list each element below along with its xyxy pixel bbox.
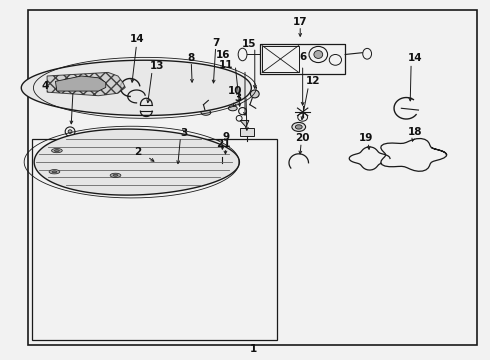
- Ellipse shape: [68, 130, 72, 134]
- Ellipse shape: [314, 50, 323, 58]
- Text: 18: 18: [408, 127, 422, 136]
- Text: 15: 15: [242, 39, 257, 49]
- Ellipse shape: [113, 175, 118, 176]
- Polygon shape: [34, 129, 240, 195]
- Ellipse shape: [51, 148, 62, 153]
- Text: 3: 3: [235, 93, 242, 103]
- Text: 5: 5: [72, 82, 78, 92]
- Ellipse shape: [201, 110, 211, 115]
- Text: 8: 8: [188, 53, 195, 63]
- Bar: [260, 44, 345, 74]
- Bar: [217, 151, 227, 157]
- Ellipse shape: [54, 150, 59, 152]
- Polygon shape: [55, 76, 106, 91]
- Text: 10: 10: [228, 86, 243, 96]
- Text: 4: 4: [42, 81, 49, 91]
- Text: 9: 9: [223, 132, 230, 142]
- Text: 6: 6: [299, 52, 306, 62]
- Text: 1: 1: [250, 344, 257, 354]
- Ellipse shape: [205, 87, 217, 100]
- Text: 16: 16: [216, 50, 230, 60]
- Ellipse shape: [110, 173, 121, 177]
- Ellipse shape: [219, 163, 225, 166]
- Text: 3: 3: [180, 129, 188, 138]
- Bar: [240, 129, 254, 135]
- Text: 13: 13: [150, 61, 164, 71]
- Polygon shape: [47, 72, 125, 96]
- Polygon shape: [21, 60, 251, 116]
- Ellipse shape: [52, 171, 57, 173]
- Ellipse shape: [166, 172, 172, 175]
- Ellipse shape: [228, 106, 237, 111]
- Text: 19: 19: [359, 133, 373, 143]
- Ellipse shape: [250, 90, 259, 98]
- Ellipse shape: [49, 170, 60, 174]
- Text: 17: 17: [293, 17, 308, 27]
- Text: 2: 2: [134, 147, 141, 157]
- Bar: [262, 45, 299, 72]
- Ellipse shape: [295, 125, 302, 129]
- Text: 14: 14: [130, 35, 145, 44]
- Text: 12: 12: [306, 76, 320, 86]
- Text: 21: 21: [216, 139, 230, 149]
- Ellipse shape: [173, 167, 181, 171]
- Text: 7: 7: [212, 38, 220, 48]
- Ellipse shape: [189, 89, 195, 93]
- Ellipse shape: [292, 122, 306, 131]
- Bar: [32, 139, 277, 339]
- Polygon shape: [240, 121, 249, 127]
- Text: 20: 20: [295, 133, 310, 143]
- Text: 14: 14: [408, 53, 422, 63]
- Text: 11: 11: [219, 60, 234, 70]
